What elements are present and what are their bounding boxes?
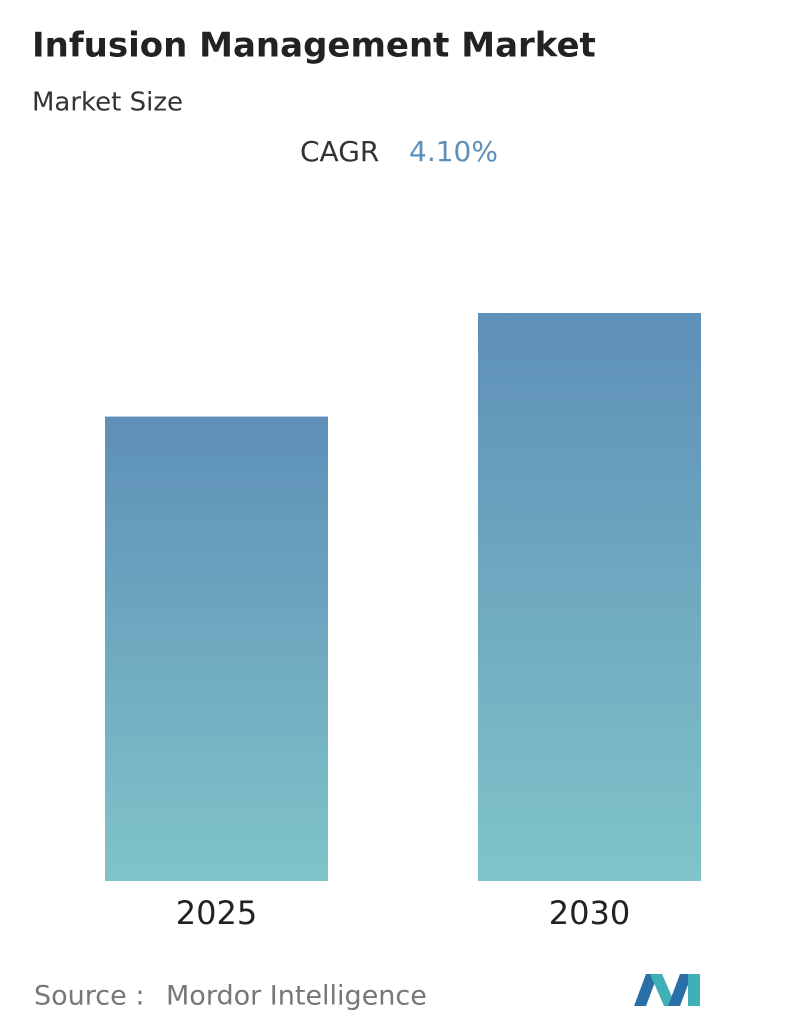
- cagr-label: CAGR: [300, 135, 379, 168]
- bar: [105, 416, 328, 881]
- source-label: Source :: [34, 981, 144, 1012]
- cagr-value: 4.10%: [409, 135, 498, 168]
- chart-title: Infusion Management Market: [32, 26, 596, 66]
- chart-subtitle: Market Size: [32, 88, 183, 118]
- bar: [478, 313, 701, 881]
- x-tick-label: 2025: [176, 894, 257, 932]
- source: Mordor Intelligence: [166, 981, 427, 1012]
- logo: [634, 974, 700, 1006]
- x-tick-label: 2030: [549, 894, 630, 932]
